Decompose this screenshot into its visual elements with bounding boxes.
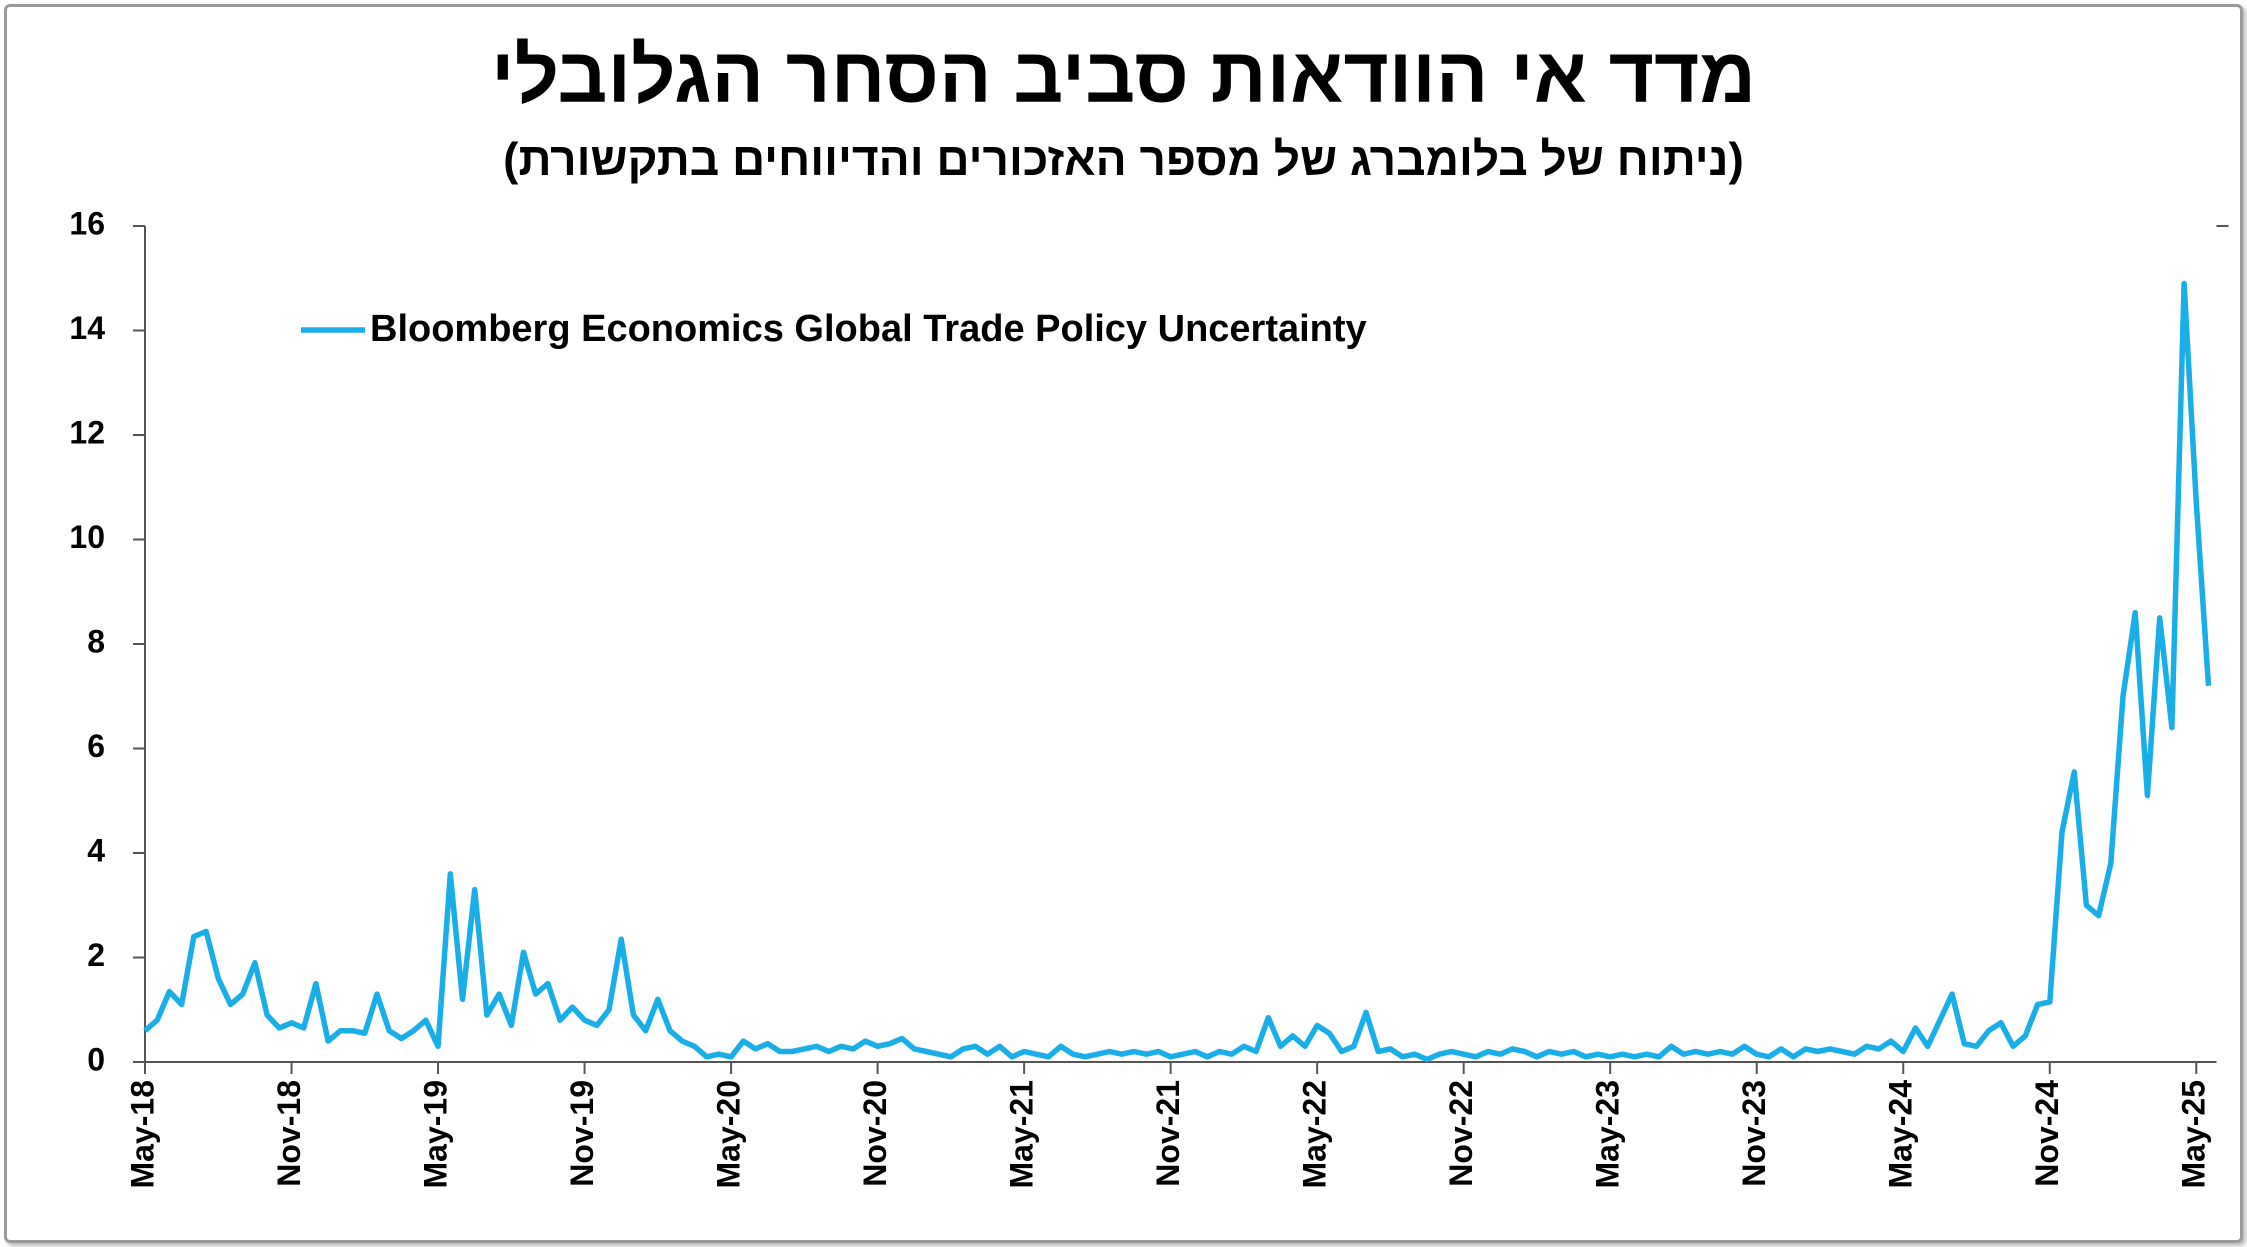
y-tick-label: 12 xyxy=(69,414,105,450)
chart-border xyxy=(4,4,2243,1243)
data-line xyxy=(143,280,2212,1063)
x-tick-label: May-18 xyxy=(124,1080,160,1189)
y-tick-label: 10 xyxy=(69,519,105,555)
y-tick-label: 2 xyxy=(87,937,105,973)
x-tick-label: Nov-21 xyxy=(1150,1080,1186,1187)
x-tick-label: May-19 xyxy=(417,1080,453,1189)
x-tick-label: May-21 xyxy=(1004,1080,1040,1189)
legend-label: Bloomberg Economics Global Trade Policy … xyxy=(370,308,1367,350)
x-tick-label: Nov-19 xyxy=(564,1080,600,1187)
x-tick-label: May-24 xyxy=(1883,1080,1919,1189)
y-tick-label: 0 xyxy=(87,1041,105,1077)
chart-subtitle: (ניתוח של בלומברג של מספר האזכורים והדיו… xyxy=(503,133,1744,185)
x-tick-label: May-22 xyxy=(1297,1080,1333,1189)
x-tick-label: May-23 xyxy=(1590,1080,1626,1189)
x-tick-label: May-20 xyxy=(711,1080,747,1189)
y-tick-label: 14 xyxy=(69,310,105,346)
y-tick-label: 16 xyxy=(69,205,105,241)
x-tick-label: Nov-23 xyxy=(1736,1080,1772,1187)
y-tick-label: 4 xyxy=(87,832,105,868)
x-tick-label: Nov-24 xyxy=(2029,1080,2065,1187)
x-tick-label: May-25 xyxy=(2176,1080,2212,1189)
x-tick-label: Nov-22 xyxy=(1443,1080,1479,1187)
y-tick-label: 6 xyxy=(87,728,105,764)
x-tick-label: Nov-18 xyxy=(271,1080,307,1187)
y-tick-label: 8 xyxy=(87,623,105,659)
chart-title: מדד אי הוודאות סביב הסחר הגלובלי xyxy=(490,31,1757,119)
x-tick-label: Nov-20 xyxy=(857,1080,893,1187)
